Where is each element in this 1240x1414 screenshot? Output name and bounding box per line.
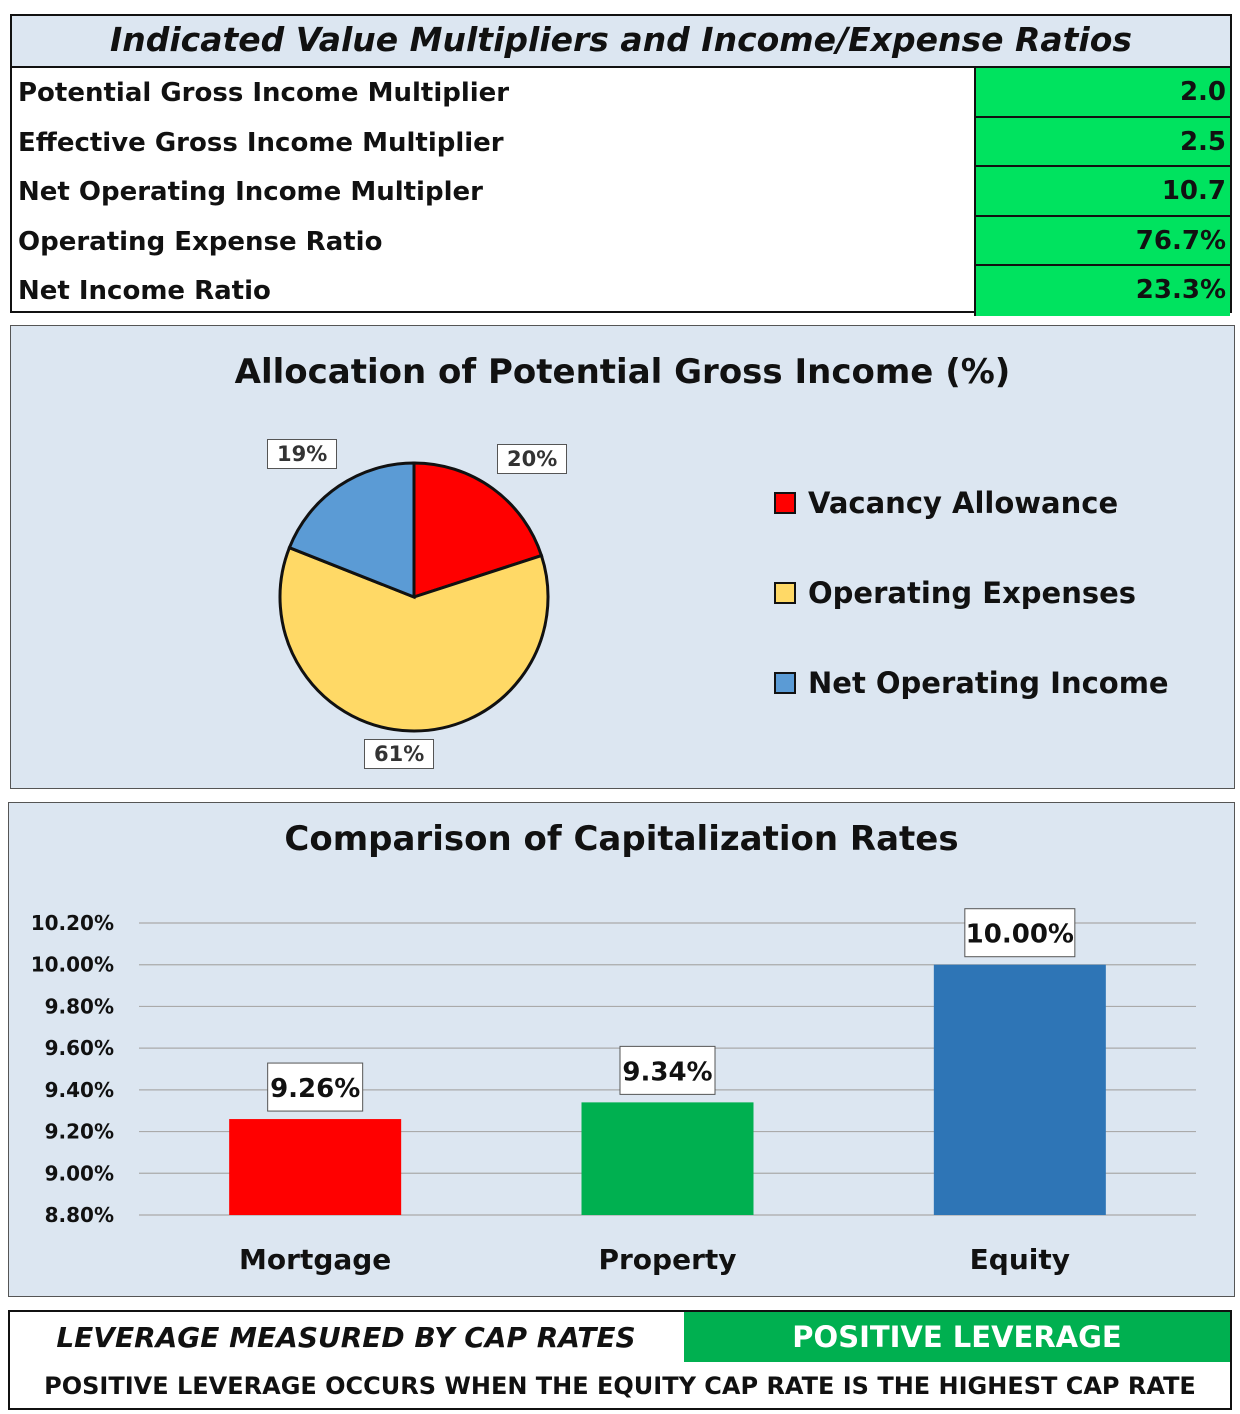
data-label-box: [619, 1045, 716, 1095]
table-row: Potential Gross Income Multiplier 2.0: [12, 68, 1230, 118]
bar-panel: 8.80% 9.00% 9.20% 9.40% 9.60% 9.80% 10.00% 10.2…: [8, 802, 1235, 1297]
pie-slice-1: [278, 545, 550, 733]
x-tick-label: Property: [598, 1243, 736, 1276]
pie-label-opex: 61%: [364, 739, 435, 769]
row-label: Net Income Ratio: [18, 276, 271, 306]
pie-slice-0: [412, 461, 544, 600]
bar-equity: [933, 964, 1106, 1215]
row-label: Operating Expense Ratio: [18, 226, 383, 257]
y-tick-label: 9.40%: [45, 1078, 114, 1102]
leverage-note: POSITIVE LEVERAGE OCCURS WHEN THE EQUITY…: [44, 1372, 1196, 1400]
row-value: 23.3%: [974, 266, 1230, 316]
row-value: 2.5: [974, 117, 1230, 167]
table-title: Indicated Value Multipliers and Income/E…: [12, 16, 1230, 68]
legend-label: Vacancy Allowance: [808, 486, 1119, 520]
bar-chart: 8.80% 9.00% 9.20% 9.40% 9.60% 9.80% 10.00% 10.2…: [31, 908, 1196, 1276]
data-label: 9.34%: [622, 1057, 712, 1087]
bar-property: [581, 1102, 754, 1215]
row-value: 2.0: [974, 68, 1230, 118]
leverage-box: LEVERAGE MEASURED BY CAP RATES POSITIVE …: [8, 1310, 1232, 1410]
pie-label-noi: 19%: [267, 439, 338, 469]
y-tick-label: 9.20%: [45, 1120, 114, 1144]
y-tick-label: 9.80%: [45, 994, 114, 1018]
legend-noi: Net Operating Income: [774, 666, 1169, 700]
y-tick-label: 9.00%: [45, 1161, 114, 1185]
ratios-table: Indicated Value Multipliers and Income/E…: [10, 14, 1232, 316]
x-tick-label: Mortgage: [239, 1243, 391, 1276]
x-tick-label: Equity: [970, 1243, 1070, 1276]
data-label-box: [267, 1062, 364, 1112]
legend-swatch: [774, 492, 796, 514]
pie-label-vacancy: 20%: [497, 444, 568, 474]
row-label: Effective Gross Income Multiplier: [18, 127, 504, 158]
row-label: Net Operating Income Multipler: [18, 177, 483, 207]
pie-chart: [278, 461, 550, 733]
table-row: Net Income Ratio 23.3%: [12, 266, 1230, 316]
leverage-label: LEVERAGE MEASURED BY CAP RATES: [56, 1321, 636, 1354]
legend-swatch: [774, 582, 796, 604]
bar-mortgage: [229, 1119, 402, 1215]
pie-slice-2: [287, 461, 416, 600]
table-row: Net Operating Income Multipler 10.7: [12, 167, 1230, 217]
y-tick-label: 10.00%: [31, 953, 114, 977]
table-row: Effective Gross Income Multiplier 2.5: [12, 117, 1230, 167]
y-tick-label: 8.80%: [45, 1203, 114, 1227]
data-label: 10.00%: [966, 920, 1074, 950]
legend-label: Net Operating Income: [808, 666, 1169, 700]
table-row: Operating Expense Ratio 76.7%: [12, 216, 1230, 266]
legend-opex: Operating Expenses: [774, 576, 1136, 610]
leverage-status: POSITIVE LEVERAGE: [684, 1312, 1230, 1362]
legend-vacancy: Vacancy Allowance: [774, 486, 1118, 520]
data-label: 9.26%: [270, 1074, 360, 1104]
row-label: Potential Gross Income Multiplier: [18, 78, 510, 108]
bar-title: Comparison of Capitalization Rates: [284, 819, 959, 859]
legend-label: Operating Expenses: [808, 576, 1137, 610]
pie-title: Allocation of Potential Gross Income (%): [234, 352, 1011, 392]
pie-panel: Allocation of Potential Gross Income (%)…: [10, 325, 1235, 789]
row-value: 10.7: [974, 167, 1230, 217]
y-tick-label: 9.60%: [45, 1036, 114, 1060]
legend-swatch: [774, 672, 796, 694]
data-label-box: [964, 908, 1076, 958]
row-value: 76.7%: [974, 216, 1230, 266]
y-tick-label: 10.20%: [31, 911, 114, 935]
